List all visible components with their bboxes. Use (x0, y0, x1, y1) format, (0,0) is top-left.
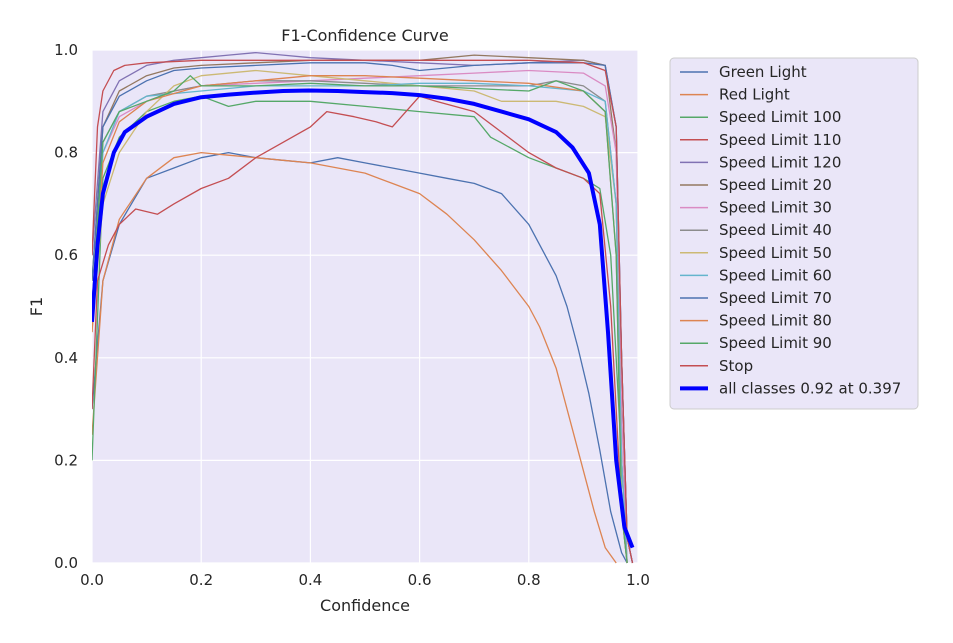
series-line (92, 75, 628, 564)
y-tick-label: 0.4 (54, 349, 78, 367)
y-tick-label: 0.8 (54, 144, 78, 162)
y-tick-label: 0.0 (54, 554, 78, 572)
legend-entry: all classes 0.92 at 0.397 (719, 379, 901, 397)
legend-entry: Stop (719, 357, 753, 375)
y-tick-label: 0.6 (54, 246, 78, 264)
x-tick-label: 0.8 (517, 571, 541, 589)
legend-entry: Speed Limit 20 (719, 176, 832, 194)
x-tick-label: 0.4 (298, 571, 322, 589)
series-group (92, 51, 635, 564)
legend-entry: Red Light (719, 86, 790, 104)
legend-entry: Speed Limit 40 (719, 221, 832, 239)
series-line (92, 82, 628, 564)
y-tick-label: 0.2 (54, 451, 78, 469)
legend-entry: Speed Limit 50 (719, 244, 832, 262)
x-axis-label: Confidence (320, 596, 410, 615)
legend-entry: Speed Limit 100 (719, 108, 841, 126)
series-line (92, 59, 634, 564)
legend-entry: Speed Limit 110 (719, 131, 841, 149)
chart-title: F1-Confidence Curve (281, 26, 448, 45)
legend-entry: Speed Limit 90 (719, 334, 832, 352)
legend-entry: Speed Limit 60 (719, 266, 832, 284)
series-line (92, 88, 635, 549)
x-tick-label: 1.0 (626, 571, 650, 589)
y-axis-label: F1 (27, 297, 46, 316)
legend-entry: Speed Limit 80 (719, 312, 832, 330)
legend-entry: Speed Limit 70 (719, 289, 832, 307)
series-line (92, 151, 617, 564)
y-tick-label: 1.0 (54, 41, 78, 59)
series-line (92, 151, 628, 564)
series-line (92, 95, 628, 564)
grid-lines (91, 49, 639, 564)
tick-labels: 0.0 0.2 0.4 0.6 0.8 1.0 0.0 0.2 0.4 0.6 0.8 1.0 (54, 41, 650, 589)
series-line (92, 95, 628, 564)
x-tick-label: 0.0 (80, 571, 104, 589)
legend-box (669, 57, 919, 410)
legend-entry: Green Light (719, 63, 807, 81)
x-tick-label: 0.6 (408, 571, 432, 589)
legend: Green Light Red Light Speed Limit 100 Speed… (669, 57, 919, 410)
x-tick-label: 0.2 (189, 571, 213, 589)
series-line (92, 69, 628, 564)
legend-entry: Speed Limit 120 (719, 153, 841, 171)
legend-entry: Speed Limit 30 (719, 199, 832, 217)
plot-area (92, 50, 638, 563)
